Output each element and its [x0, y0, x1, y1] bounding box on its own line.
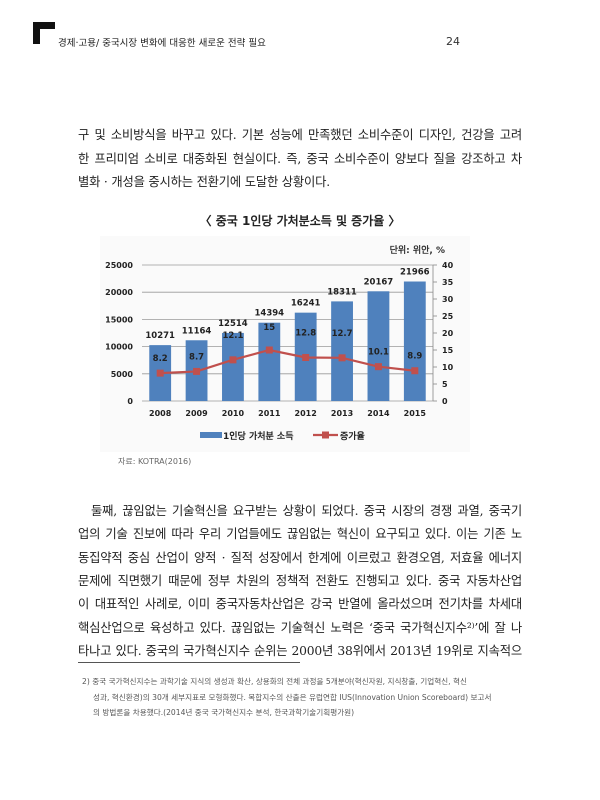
growth-value-label: 12.7	[332, 329, 353, 339]
y-left-tick-label: 15000	[105, 315, 133, 324]
footnote-line: 2) 중국 국가혁신지수는 과학기술 지식의 생성과 확산, 상용화의 전체 과…	[82, 677, 467, 686]
growth-marker	[156, 369, 164, 377]
y-right-tick-label: 5	[442, 380, 448, 389]
growth-marker	[229, 356, 237, 364]
growth-marker	[374, 363, 382, 371]
x-tick-label: 2009	[185, 409, 208, 418]
x-tick-label: 2008	[149, 409, 172, 418]
bar-value-label: 12514	[218, 319, 248, 329]
y-right-tick-label: 10	[442, 363, 454, 372]
growth-value-label: 8.9	[407, 352, 422, 362]
unit-label: 단위: 위안, %	[390, 244, 445, 256]
bar-value-label: 10271	[145, 331, 175, 341]
legend-line-label: 증가율	[340, 430, 365, 442]
legend-line-marker	[322, 431, 329, 439]
bar-value-label: 20167	[364, 277, 394, 287]
x-tick-label: 2012	[295, 409, 317, 418]
text-line: 핵심산업으로 육성하고 있다. 끊임없는 기술혁신 노력은 ‘중국 국가혁신지수…	[78, 621, 522, 635]
y-right-tick-label: 15	[442, 346, 454, 355]
y-left-tick-label: 20000	[105, 288, 133, 297]
x-tick-label: 2014	[367, 409, 390, 418]
y-left-tick-label: 25000	[105, 261, 133, 270]
y-right-tick-label: 35	[442, 278, 454, 287]
bar-value-label: 18311	[327, 287, 357, 297]
y-left-tick-label: 5000	[111, 370, 134, 379]
footnote-divider	[78, 662, 300, 663]
text-line: 이 대표적인 사례로, 이미 중국자동차산업은 강국 반열에 올라섰으며 전기차…	[78, 597, 522, 611]
bar	[367, 291, 390, 401]
figure-title: 〈 중국 1인당 가처분소득 및 증가율 〉	[199, 214, 401, 228]
growth-marker	[265, 346, 273, 354]
y-right-tick-label: 30	[442, 295, 454, 304]
bar-value-label: 14394	[255, 309, 285, 319]
y-right-tick-label: 20	[442, 329, 454, 338]
income-chart: 단위: 위안, % 0 5000 10000 15000 20000 25000 0 5 10 15…	[100, 236, 470, 452]
growth-value-label: 12.1	[222, 331, 243, 341]
x-tick-label: 2010	[222, 409, 245, 418]
x-tick-label: 2013	[331, 409, 353, 418]
bar-value-label: 16241	[291, 299, 321, 309]
growth-marker	[411, 367, 419, 375]
text-line: 타나고 있다. 중국의 국가혁신지수 순위는 2000년 38위에서 2013년…	[78, 644, 522, 658]
corner-bracket-icon	[33, 22, 55, 44]
running-header-title: 경제·고용/ 중국시장 변화에 대응한 새로운 전략 필요	[58, 38, 266, 49]
footnote-line: 성과, 혁신환경)의 30개 세부지표로 모형화했다. 복합지수의 산출은 유럽…	[93, 693, 492, 702]
growth-value-label: 15	[263, 323, 275, 333]
bar-value-label: 21966	[400, 268, 430, 278]
x-tick-label: 2015	[404, 409, 427, 418]
page-number: 24	[446, 35, 460, 48]
growth-value-label: 8.2	[153, 354, 168, 364]
bar	[331, 301, 353, 401]
growth-marker	[338, 354, 346, 362]
y-right-tick-label: 0	[442, 397, 448, 406]
text-line: 동집약적 중심 산업이 양적 · 질적 성장에서 한계에 이르렀고 환경오염, …	[78, 551, 522, 565]
y-left-tick-label: 10000	[105, 343, 133, 352]
bar-value-label: 11164	[182, 326, 212, 336]
legend-bar-label: 1인당 가처분 소득	[223, 430, 294, 442]
text-line: 별화 · 개성을 중시하는 전환기에 도달한 상황이다.	[78, 175, 330, 189]
figure-source: 자료: KOTRA(2016)	[118, 457, 192, 466]
y-left-tick-label: 0	[127, 397, 133, 406]
growth-line	[160, 348, 415, 375]
growth-marker	[193, 367, 201, 375]
bar	[258, 322, 281, 401]
bar	[222, 332, 244, 401]
text-line: 업의 기술 진보에 따라 우리 기업들에도 끊임없는 혁신이 요구되고 있다. …	[78, 527, 522, 541]
legend-bar-swatch	[200, 432, 222, 438]
text-line: 구 및 소비방식을 바꾸고 있다. 기본 성능에 만족했던 소비수준이 디자인,…	[78, 128, 522, 142]
y-right-tick-label: 25	[442, 312, 454, 321]
growth-value-label: 10.1	[368, 348, 389, 358]
growth-marker	[302, 353, 310, 361]
footnote-line: 의 방법론을 차용했다.(2014년 중국 국가혁신지수 분석, 한국과학기술기…	[93, 708, 355, 717]
bar	[403, 281, 426, 401]
text-line: 한 프리미엄 소비로 대중화된 현실이다. 즉, 중국 소비수준이 양보다 질을…	[78, 152, 522, 166]
x-tick-label: 2011	[258, 409, 281, 418]
text-line: 둘째, 끊임없는 기술혁신을 요구받는 상황이 되었다. 중국 시장의 경쟁 과…	[91, 504, 522, 518]
growth-value-label: 12.8	[295, 328, 316, 338]
growth-value-label: 8.7	[189, 352, 204, 362]
y-right-tick-label: 40	[442, 261, 454, 270]
text-line: 문제에 직면했기 때문에 정부 차원의 정책적 전환도 진행되고 있다. 중국 …	[78, 574, 522, 588]
